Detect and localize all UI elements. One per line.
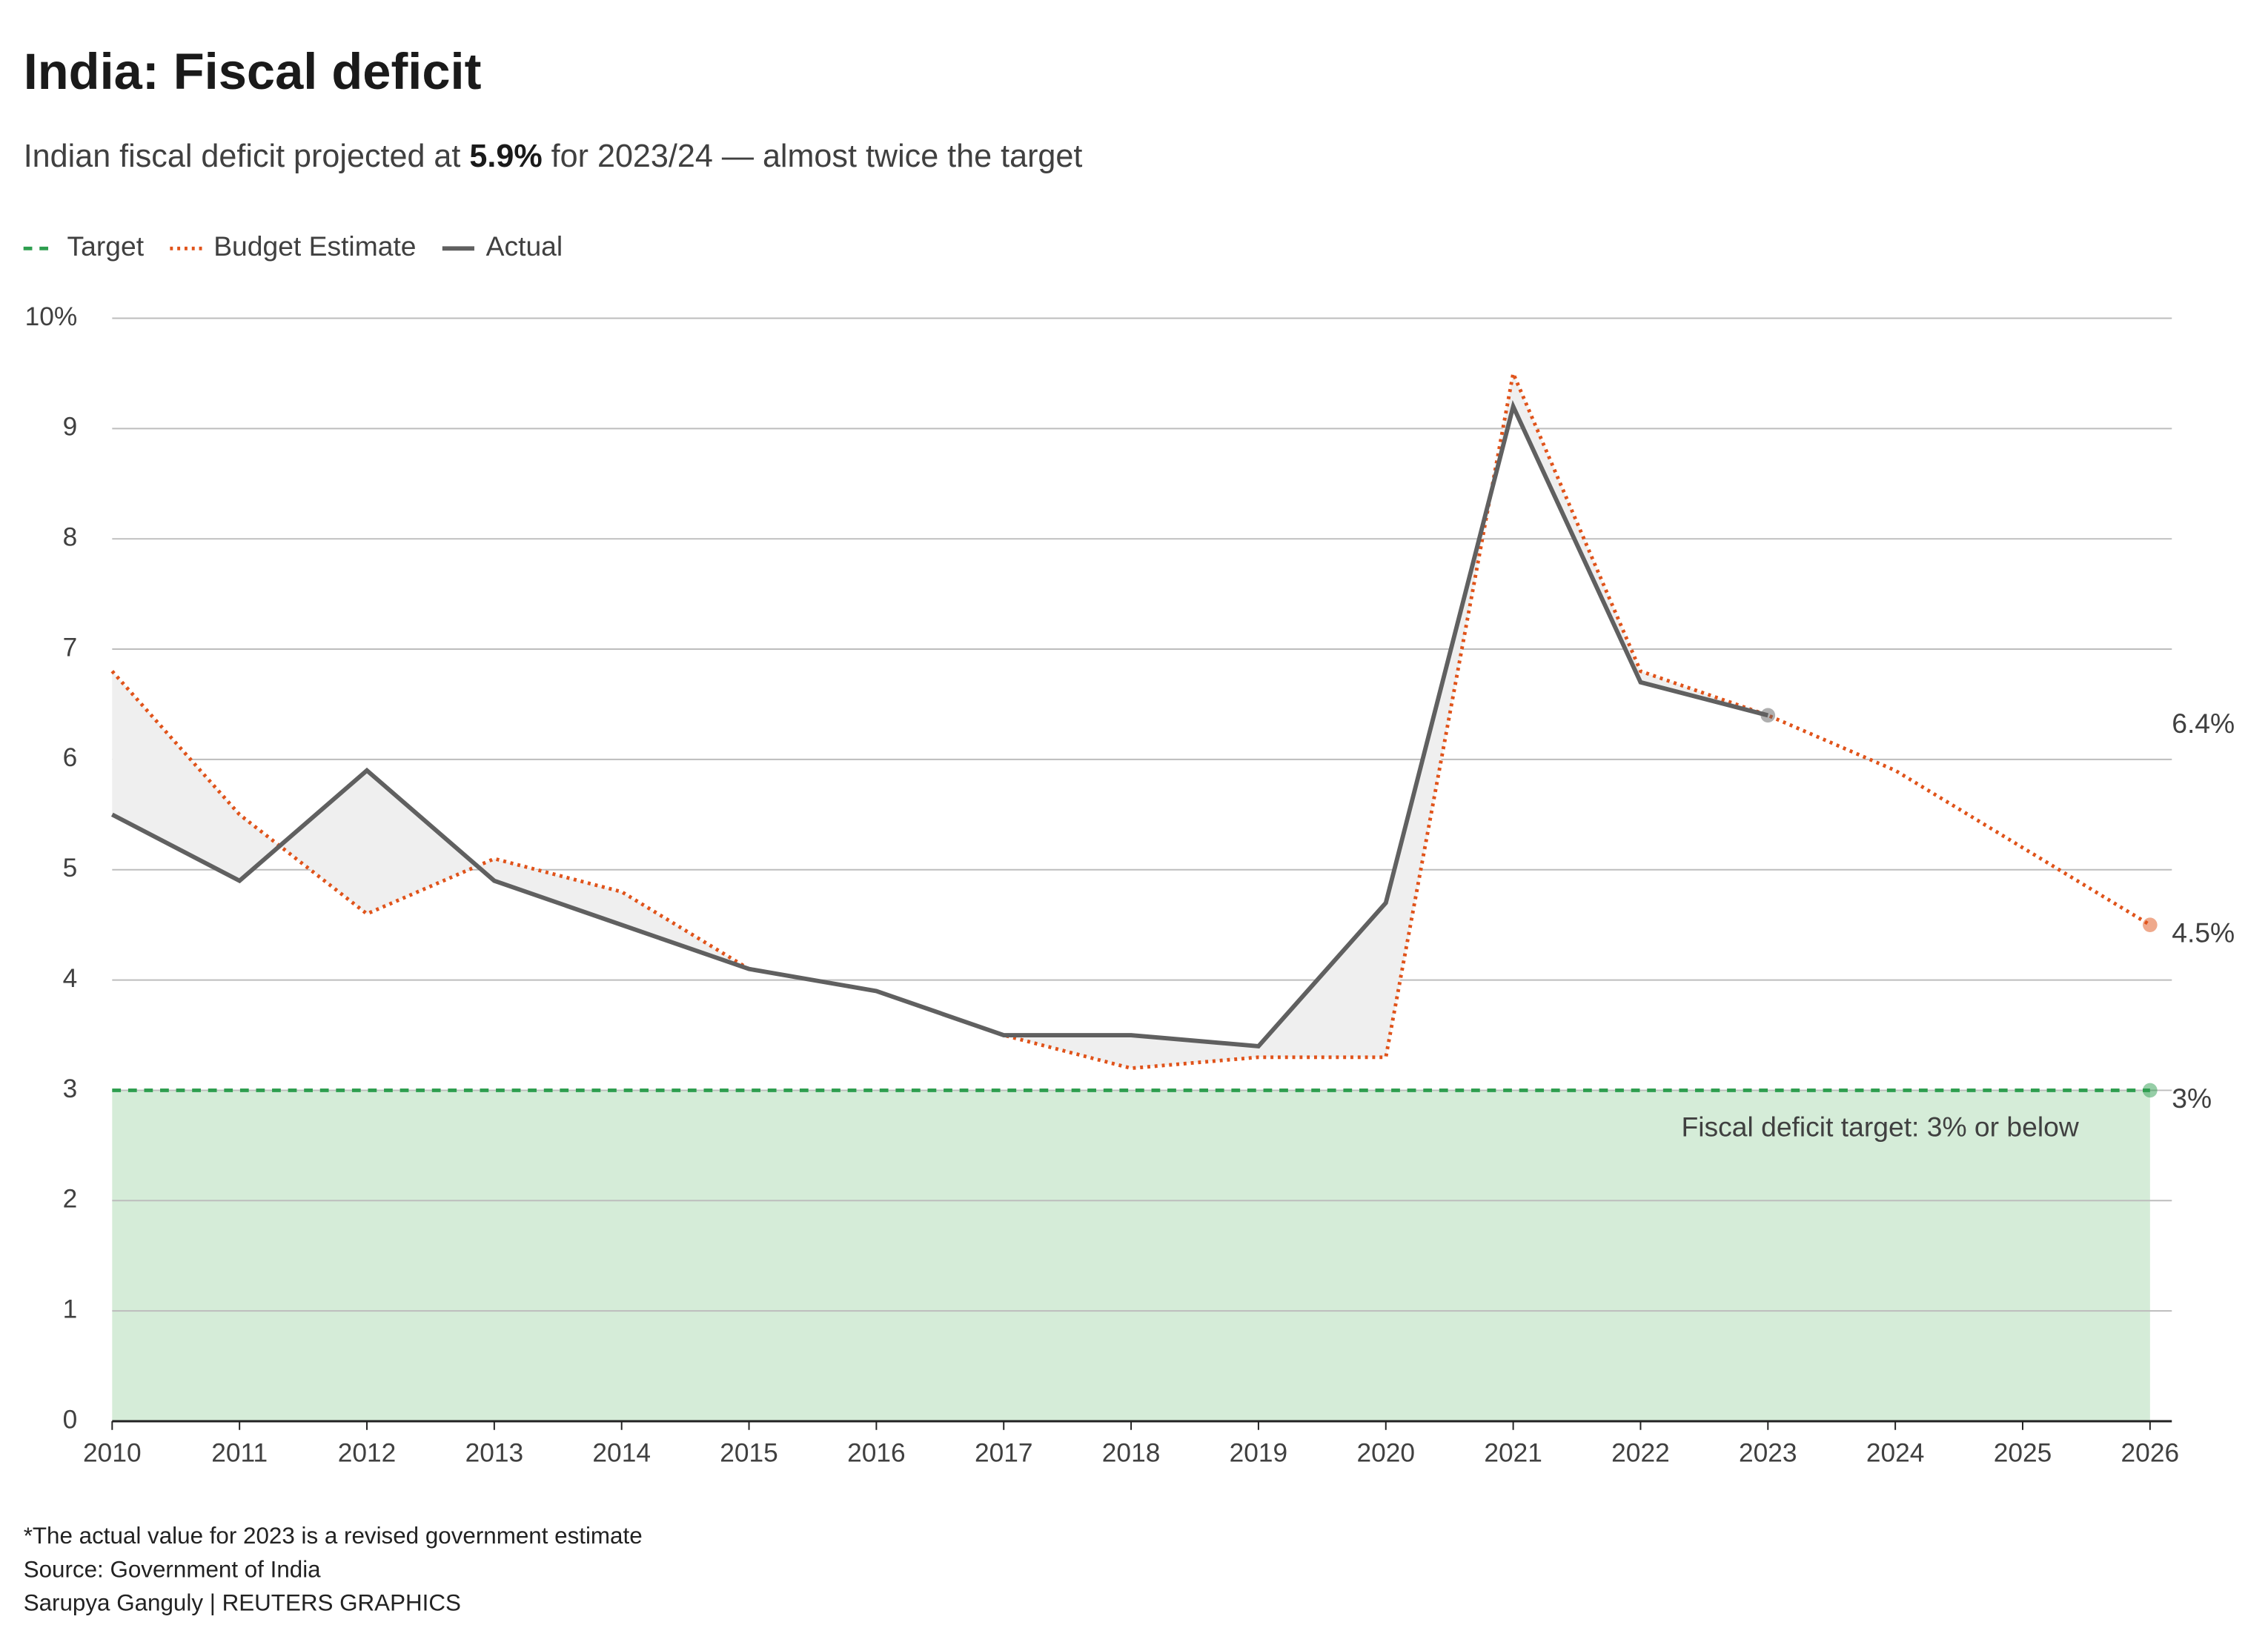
x-tick-label: 2019 [1230, 1438, 1288, 1467]
x-tick-label: 2021 [1484, 1438, 1542, 1467]
x-tick-label: 2025 [1994, 1438, 2052, 1467]
end-dot [1760, 708, 1776, 723]
x-tick-label: 2023 [1739, 1438, 1797, 1467]
y-tick-label: 3 [63, 1074, 78, 1103]
series-line [110, 367, 2152, 1071]
y-tick-label: 4 [63, 964, 78, 993]
x-tick-label: 2015 [720, 1438, 778, 1467]
x-tick-label: 2013 [465, 1438, 524, 1467]
y-tick-label: 0 [63, 1405, 78, 1434]
x-tick-label: 2026 [2121, 1438, 2180, 1467]
y-tick-label: 10% [25, 302, 78, 331]
credit: Sarupya Ganguly | REUTERS GRAPHICS [24, 1589, 461, 1615]
end-label: 6.4% [2172, 708, 2235, 739]
legend: Target Budget Estimate Actual [23, 230, 563, 262]
y-tick-label: 7 [63, 633, 78, 662]
chart-subtitle: Indian fiscal deficit projected at 5.9% … [24, 139, 1083, 174]
end-dot [2143, 1083, 2158, 1098]
x-tick-label: 2017 [975, 1438, 1033, 1467]
gap-area [112, 373, 1768, 1069]
legend-label: Target [67, 230, 145, 262]
subtitle-highlight: 5.9% [469, 139, 542, 174]
x-tick-label: 2018 [1102, 1438, 1161, 1467]
legend-label: Budget Estimate [213, 230, 416, 262]
x-tick-label: 2020 [1357, 1438, 1416, 1467]
y-tick-label: 1 [63, 1295, 78, 1323]
y-tick-label: 2 [63, 1185, 78, 1214]
end-label: 4.5% [2172, 917, 2235, 948]
x-tick-label: 2011 [211, 1438, 268, 1467]
y-tick-label: 8 [63, 523, 78, 552]
x-tick-label: 2014 [592, 1438, 651, 1467]
source: Source: Government of India [24, 1556, 321, 1582]
y-tick-label: 9 [63, 413, 78, 442]
subtitle-part: for 2023/24 — almost twice the target [543, 139, 1083, 174]
legend-label: Actual [486, 230, 563, 262]
series-line [110, 399, 1769, 1049]
subtitle-part: Indian fiscal deficit projected at [24, 139, 470, 174]
x-tick-label: 2022 [1611, 1438, 1670, 1467]
end-label: 3% [2172, 1083, 2212, 1114]
target-zone [112, 1090, 2150, 1421]
annotation: Fiscal deficit target: 3% or below [1682, 1111, 2079, 1143]
x-tick-label: 2024 [1866, 1438, 1925, 1467]
x-tick-label: 2010 [83, 1438, 142, 1467]
footnote: *The actual value for 2023 is a revised … [24, 1523, 643, 1549]
chart-title: India: Fiscal deficit [24, 43, 482, 100]
x-tick-label: 2012 [338, 1438, 397, 1467]
plot-area: 0 1 2 3 4 5 6 7 8 9 10% 2010 2011 2012 2013 2014 2015 201… [25, 302, 2235, 1468]
y-tick-label: 6 [63, 743, 78, 772]
y-tick-label: 5 [63, 854, 78, 883]
x-tick-label: 2016 [847, 1438, 906, 1467]
end-dot [2143, 917, 2158, 932]
